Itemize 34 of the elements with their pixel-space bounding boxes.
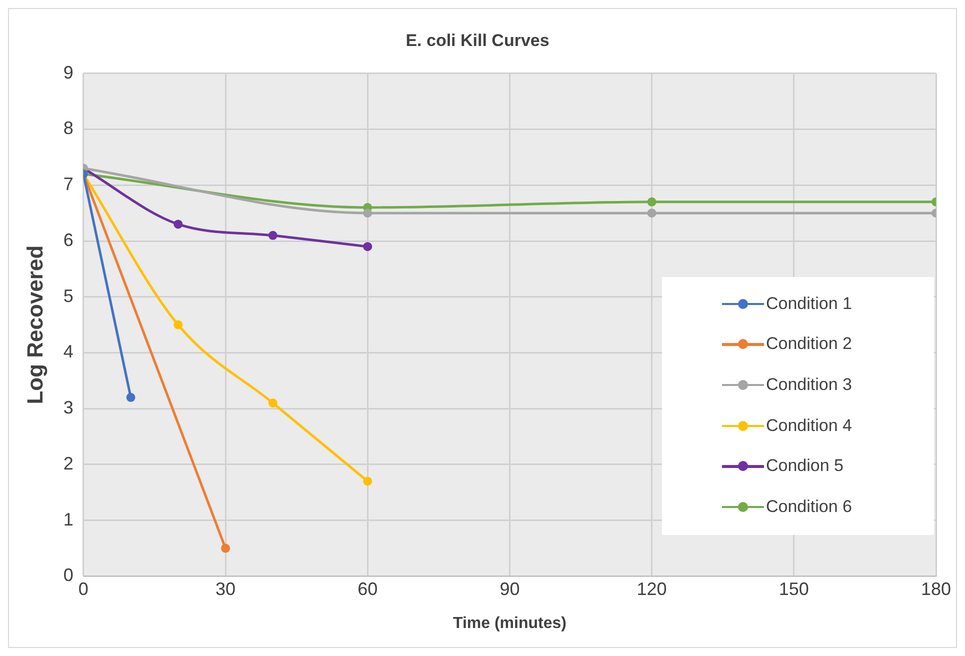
x-tick-label: 30 bbox=[215, 578, 236, 599]
point bbox=[268, 398, 278, 408]
x-tick-label: 0 bbox=[78, 578, 88, 599]
x-tick-label: 180 bbox=[920, 578, 952, 599]
x-axis-title: Time (minutes) bbox=[452, 614, 566, 632]
x-tick-label: 90 bbox=[500, 578, 520, 599]
y-tick-label: 2 bbox=[63, 453, 74, 474]
point bbox=[174, 220, 183, 229]
y-tick-label: 7 bbox=[63, 174, 74, 194]
point bbox=[221, 544, 230, 553]
legend-label: Condion 5 bbox=[766, 456, 844, 476]
legend-label: Condition 3 bbox=[766, 374, 852, 395]
y-tick-label: 5 bbox=[63, 286, 74, 306]
y-tick-label: 0 bbox=[63, 565, 74, 586]
point bbox=[174, 320, 183, 330]
point bbox=[363, 476, 372, 486]
legend-label: Condition 4 bbox=[766, 416, 852, 436]
legend-label: Condition 2 bbox=[766, 334, 852, 354]
point bbox=[363, 242, 372, 252]
y-tick-label: 8 bbox=[63, 118, 74, 138]
legend-label: Condition 6 bbox=[766, 496, 852, 517]
y-tick-label: 4 bbox=[63, 342, 74, 362]
y-tick-label: 3 bbox=[63, 398, 74, 418]
legend-label: Condition 1 bbox=[766, 294, 852, 314]
y-tick-label: 1 bbox=[63, 509, 74, 530]
y-tick-label: 9 bbox=[63, 62, 74, 82]
chart-title: E. coli Kill Curves bbox=[406, 30, 550, 50]
x-tick-label: 60 bbox=[358, 578, 378, 599]
x-tick-label: 150 bbox=[778, 578, 809, 599]
x-tick-label: 120 bbox=[636, 578, 667, 599]
point bbox=[647, 197, 656, 206]
y-tick-label: 6 bbox=[63, 230, 74, 250]
y-axis-title: Log Recovered bbox=[22, 245, 48, 404]
point bbox=[268, 230, 278, 240]
